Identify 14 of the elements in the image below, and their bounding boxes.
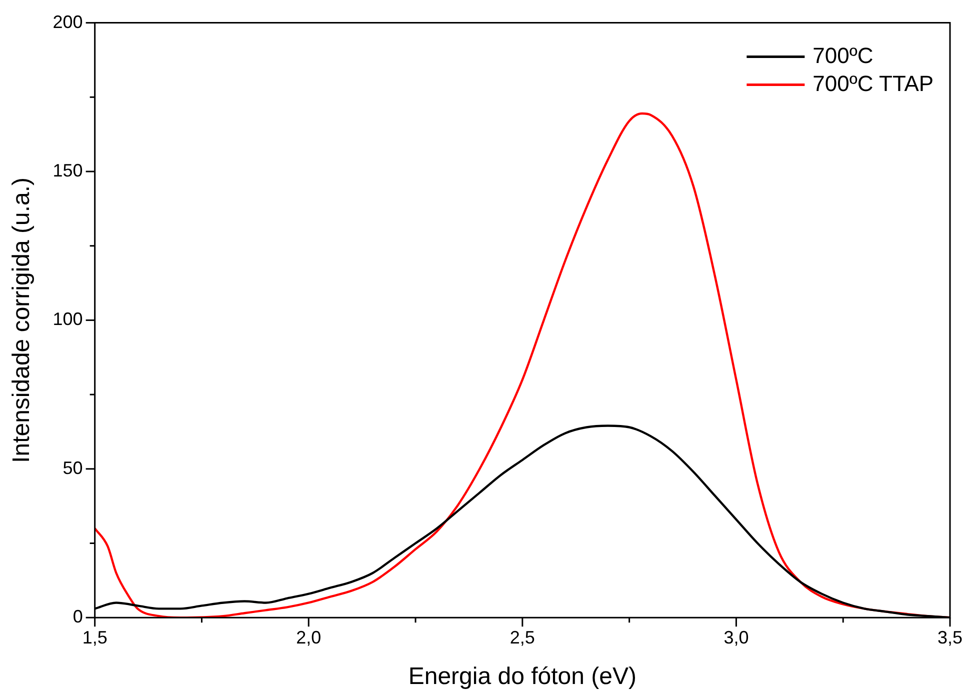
y-tick-label: 100 — [52, 309, 83, 330]
x-tick-label: 3,0 — [724, 627, 749, 648]
legend-label: 700ºC TTAP — [812, 70, 934, 96]
x-tick-label: 2,0 — [296, 627, 322, 648]
x-tick-label: 2,5 — [510, 627, 535, 648]
x-axis-title: Energia do fóton (eV) — [408, 663, 636, 690]
x-tick-label: 1,5 — [82, 627, 108, 648]
y-tick-label: 150 — [52, 160, 83, 180]
y-tick-label: 200 — [52, 12, 83, 32]
legend-label: 700ºC — [812, 42, 874, 68]
y-tick-label: 0 — [72, 606, 83, 627]
y-axis-title: Intensidade corrigida (u.a.) — [8, 177, 36, 463]
y-tick-label: 50 — [62, 458, 83, 478]
x-tick-label: 3,5 — [937, 627, 963, 648]
